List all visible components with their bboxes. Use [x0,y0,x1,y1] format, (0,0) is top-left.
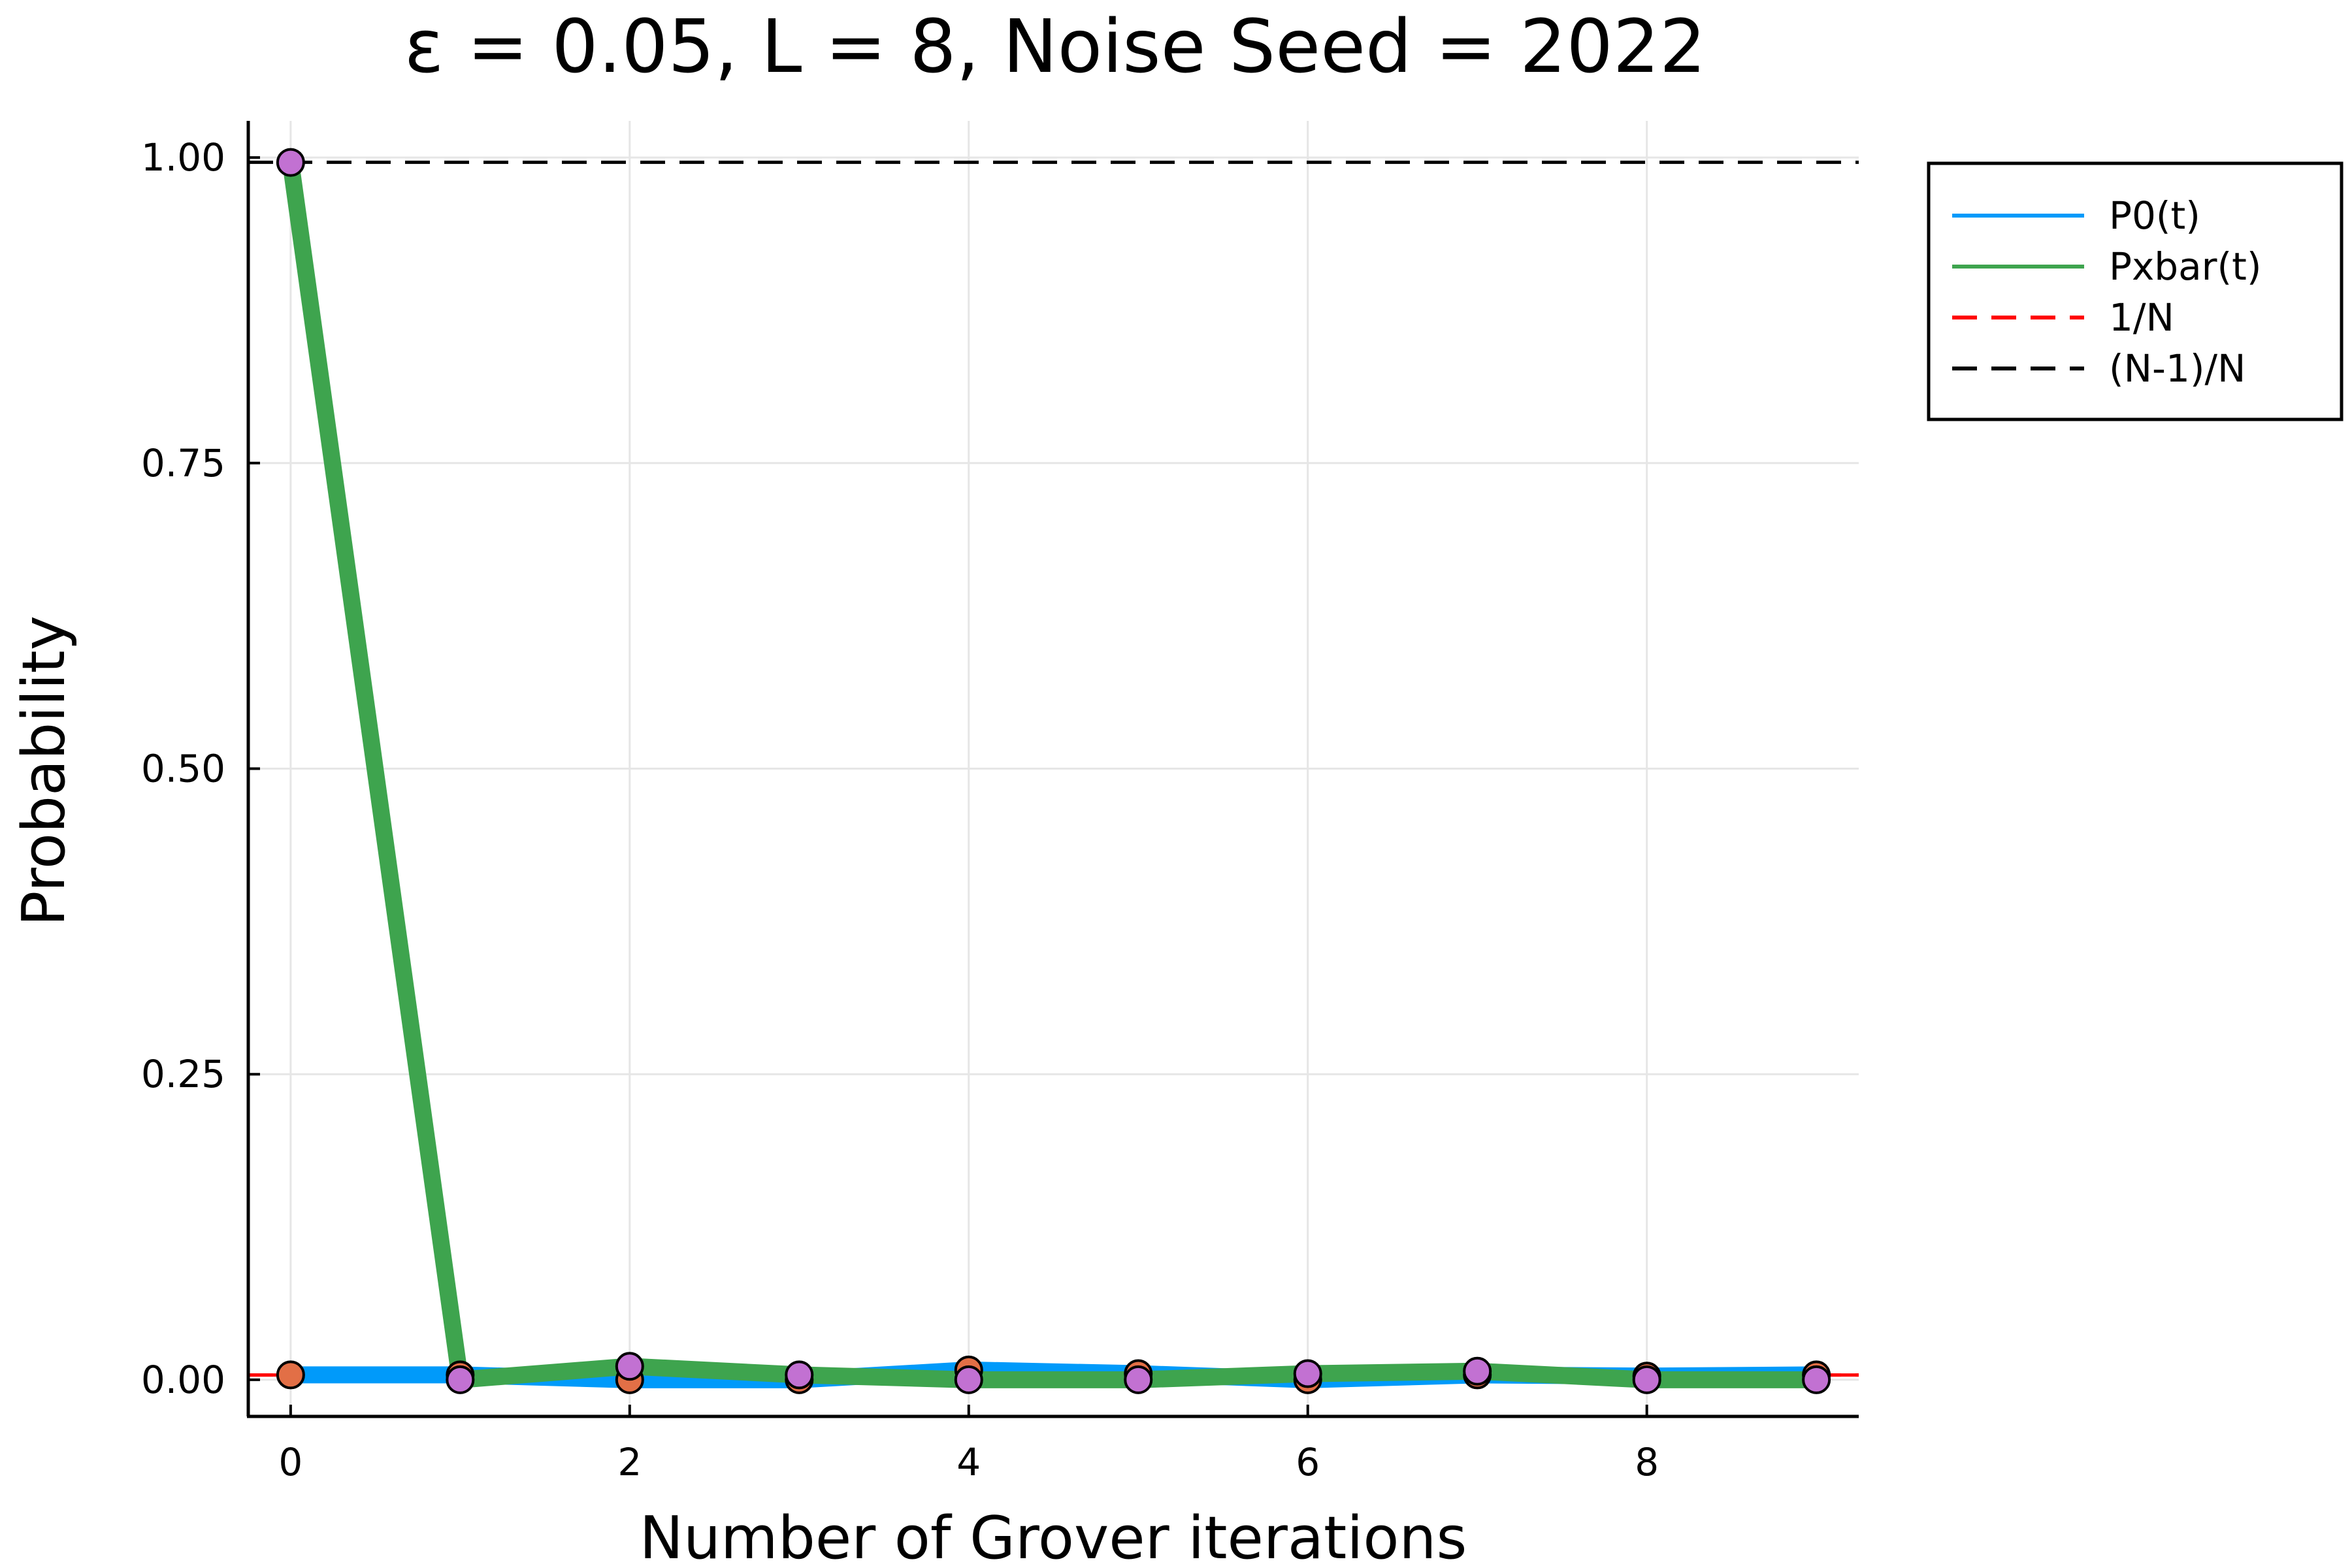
data-point [276,1360,305,1390]
x-tick-label: 2 [617,1440,642,1484]
data-point [1293,1359,1322,1388]
data-point [446,1365,475,1394]
y-tick-label: 0.75 [141,441,225,485]
chart-title: ε = 0.05, L = 8, Noise Seed = 2022 [404,5,1706,90]
x-tick-label: 6 [1296,1440,1320,1484]
y-tick-label: 1.00 [141,135,225,180]
data-point [954,1365,983,1394]
data-point [276,148,305,177]
data-point [1463,1356,1492,1386]
y-ticks: 0.00 0.25 0.50 0.75 1.00 [141,135,260,1402]
data-point [615,1352,644,1381]
legend: P0(t) Pxbar(t) 1/N (N-1)/N [1927,161,2344,421]
x-tick-label: 8 [1635,1440,1659,1484]
x-tick-label: 0 [278,1440,302,1484]
y-axis-label: Probability [10,615,78,926]
series-markers [276,148,1831,1394]
grid [248,121,1859,1416]
data-point [1802,1365,1831,1394]
data-point [1632,1365,1661,1394]
x-tick-label: 4 [956,1440,981,1484]
legend-label: Pxbar(t) [2109,244,2262,289]
x-axis-label: Number of Grover iterations [640,1504,1467,1568]
data-point [785,1360,814,1390]
x-ticks: 0 2 4 6 8 [278,1405,1659,1484]
y-tick-label: 0.00 [141,1358,225,1402]
y-tick-label: 0.50 [141,747,225,791]
y-tick-label: 0.25 [141,1052,225,1096]
series-line [282,161,1817,1388]
series-lines [282,161,1817,1388]
legend-label: (N-1)/N [2109,346,2246,391]
legend-label: 1/N [2109,295,2174,340]
data-point [1124,1365,1153,1394]
legend-label: P0(t) [2109,193,2200,238]
legend-box [1927,161,2344,421]
